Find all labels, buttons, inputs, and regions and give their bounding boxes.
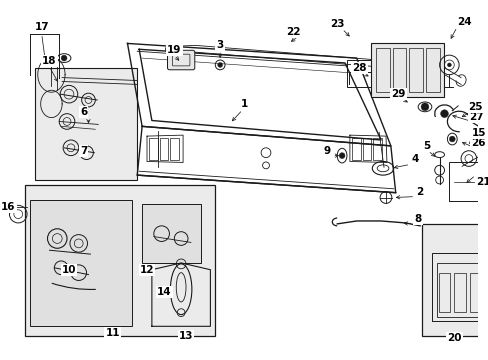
- Text: 24: 24: [456, 17, 470, 27]
- Text: 27: 27: [468, 112, 483, 122]
- Circle shape: [217, 63, 222, 67]
- Bar: [448, 162, 488, 202]
- Bar: [362, 138, 370, 159]
- Text: 25: 25: [468, 102, 482, 112]
- Bar: [149, 138, 158, 159]
- Text: 6: 6: [80, 107, 87, 117]
- Polygon shape: [152, 263, 210, 326]
- FancyArrowPatch shape: [52, 283, 95, 289]
- Text: 19: 19: [167, 45, 181, 55]
- Text: 12: 12: [140, 265, 154, 275]
- Circle shape: [339, 153, 345, 158]
- Text: 28: 28: [352, 63, 366, 73]
- Bar: [35, 68, 137, 180]
- Text: 11: 11: [105, 328, 120, 338]
- Text: 16: 16: [1, 202, 16, 212]
- Bar: [438, 273, 449, 312]
- Circle shape: [61, 55, 67, 61]
- Text: 15: 15: [470, 128, 485, 138]
- Bar: [30, 199, 132, 326]
- Text: 4: 4: [411, 154, 418, 163]
- Text: 18: 18: [42, 56, 57, 66]
- Bar: [431, 253, 488, 321]
- Bar: [142, 204, 200, 263]
- Bar: [392, 48, 406, 92]
- Text: 3: 3: [216, 40, 224, 50]
- Bar: [408, 48, 422, 92]
- Text: 5: 5: [423, 141, 429, 151]
- Bar: [351, 138, 360, 159]
- Text: 1: 1: [241, 99, 247, 109]
- Text: 29: 29: [391, 89, 405, 99]
- Text: 8: 8: [414, 214, 421, 224]
- Bar: [421, 224, 488, 336]
- Text: 26: 26: [470, 138, 485, 148]
- Bar: [375, 48, 389, 92]
- Bar: [160, 138, 168, 159]
- Bar: [370, 44, 444, 97]
- Text: 20: 20: [446, 333, 461, 343]
- Circle shape: [420, 103, 428, 111]
- Circle shape: [448, 136, 454, 142]
- Text: 9: 9: [323, 146, 330, 156]
- Text: 21: 21: [475, 177, 488, 187]
- Text: 2: 2: [416, 187, 423, 197]
- Bar: [170, 138, 179, 159]
- Text: 14: 14: [157, 287, 171, 297]
- Bar: [436, 263, 485, 316]
- Bar: [469, 273, 481, 312]
- Circle shape: [440, 110, 447, 118]
- Text: 10: 10: [61, 265, 76, 275]
- Text: 13: 13: [179, 331, 193, 341]
- Text: 17: 17: [34, 22, 49, 32]
- Text: 7: 7: [80, 146, 87, 156]
- Bar: [425, 48, 439, 92]
- Bar: [453, 273, 465, 312]
- Text: 23: 23: [329, 19, 344, 29]
- Bar: [372, 138, 381, 159]
- Bar: [25, 185, 215, 336]
- Bar: [346, 60, 370, 87]
- Circle shape: [447, 63, 450, 67]
- FancyBboxPatch shape: [167, 50, 194, 70]
- Text: 22: 22: [285, 27, 300, 37]
